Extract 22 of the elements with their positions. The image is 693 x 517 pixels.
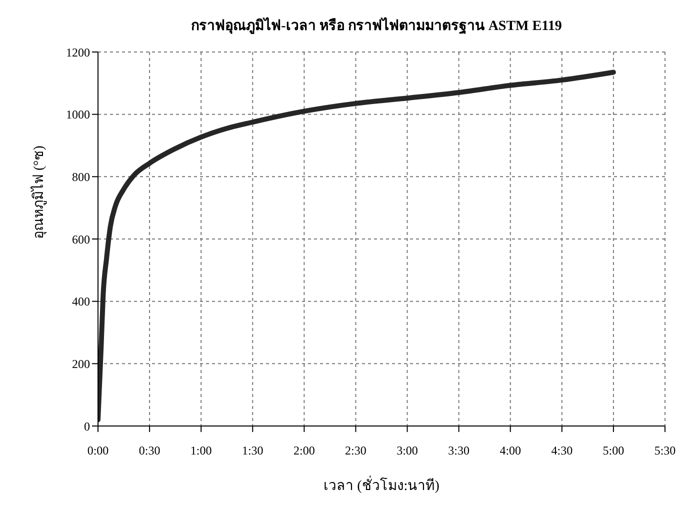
y-tick-label: 1200: [66, 45, 90, 60]
x-tick-label: 5:00: [602, 444, 624, 458]
y-tick-label: 600: [72, 232, 90, 246]
y-tick-label: 200: [72, 356, 90, 371]
y-tick-label: 0: [84, 419, 90, 434]
x-tick-label: 4:30: [551, 444, 573, 458]
x-tick-label: 0:30: [138, 444, 160, 458]
y-axis-title: อุณหภูมิไฟ (°ซ): [30, 145, 47, 239]
chart-title: กราฟอุณภูมิไฟ-เวลา หรือ กราฟไฟตามมาตรฐาน ASTM E119: [190, 16, 563, 36]
x-tick-label: 2:00: [294, 444, 315, 458]
x-tick-label: 1:30: [242, 444, 264, 458]
x-tick-label: 2:30: [345, 444, 366, 458]
x-tick-label: 3:00: [396, 444, 418, 458]
x-tick-label: 3:30: [448, 444, 470, 458]
x-tick-label: 5:30: [654, 444, 676, 458]
x-tick-label: 1:00: [190, 444, 212, 458]
y-tick-label: 800: [72, 170, 90, 184]
y-tick-label: 1000: [66, 108, 90, 122]
x-tick-label: 0:00: [87, 444, 109, 458]
x-tick-label: 4:00: [500, 444, 522, 458]
y-tick-label: 400: [72, 294, 90, 309]
x-axis-title: เวลา (ชั่วโมง:นาที): [324, 476, 440, 494]
